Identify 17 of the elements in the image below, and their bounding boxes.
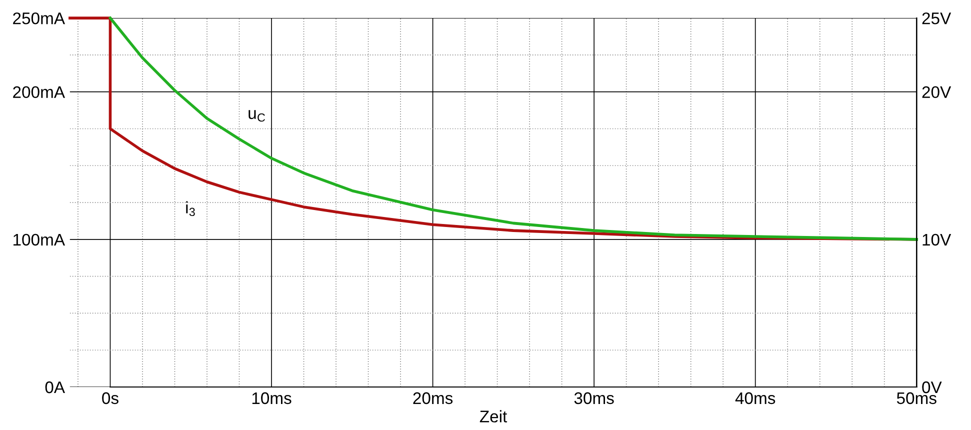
y-tick-label: 100mA xyxy=(14,234,66,246)
series-label: i$_{3}$ xyxy=(186,201,195,216)
y-tick-label: 250mA xyxy=(13,12,66,24)
x-tick-label: 40ms xyxy=(735,392,776,404)
x-tick-label: 20ms xyxy=(413,392,453,404)
y2-tick-label: 25V xyxy=(922,12,952,24)
y2-tick-label: 0V xyxy=(922,381,942,394)
y2-tick-label: 20V xyxy=(922,86,952,98)
series-label: u$_{C}$ xyxy=(248,110,265,122)
x-axis-title: Zeit xyxy=(480,410,508,422)
x-tick-label: 10ms xyxy=(252,392,292,404)
x-tick-label: 30ms xyxy=(574,392,614,404)
y-tick-label: 200mA xyxy=(13,86,66,98)
x-tick-label: 0s xyxy=(102,392,118,404)
x-tick-label: 50ms xyxy=(896,392,936,404)
y2-tick-label: 10V xyxy=(922,234,952,246)
y-tick-label: 0A xyxy=(45,381,66,394)
